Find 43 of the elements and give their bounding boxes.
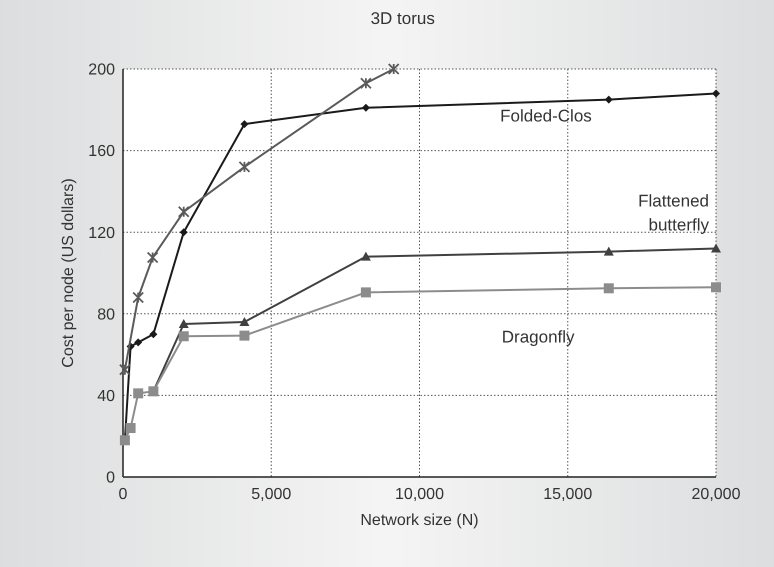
series-label: Folded-Clos	[500, 106, 592, 126]
y-tick-label: 200	[88, 62, 116, 79]
point	[362, 104, 370, 112]
point	[119, 364, 131, 376]
series-label: Flattened butterfly	[638, 192, 710, 235]
point	[604, 283, 614, 294]
point	[146, 252, 159, 264]
point	[133, 388, 144, 398]
point	[180, 228, 188, 236]
point	[711, 244, 721, 253]
x-axis-title: Network size (N)	[360, 512, 479, 529]
point	[604, 96, 613, 104]
x-tick-label: 10,000	[395, 486, 444, 503]
point	[178, 206, 190, 218]
x-tick-label: 15,000	[543, 486, 592, 503]
point	[126, 423, 136, 434]
point	[712, 89, 720, 98]
point	[388, 63, 400, 75]
x-tick-label: 20,000	[692, 486, 741, 503]
point	[132, 292, 144, 304]
point	[239, 316, 250, 326]
point	[240, 120, 248, 128]
point	[134, 338, 142, 346]
point	[149, 330, 158, 338]
y-tick-label: 120	[88, 224, 116, 242]
y-tick-label: 0	[106, 470, 116, 487]
point	[178, 331, 189, 342]
x-tick-label: 5,000	[251, 486, 292, 503]
y-axis-title: Cost per node (US dollars)	[60, 178, 77, 368]
point	[360, 77, 372, 90]
point	[238, 161, 250, 173]
point	[711, 282, 721, 292]
point	[360, 252, 371, 261]
x-tick-label: 0	[118, 486, 128, 503]
text: Dragonfly	[502, 327, 576, 346]
point	[239, 330, 250, 341]
y-tick-label: 40	[97, 388, 116, 405]
point	[178, 319, 189, 328]
text: 3D torus	[370, 9, 435, 28]
point	[604, 246, 614, 256]
y-tick-label: 160	[88, 143, 116, 160]
point	[360, 287, 371, 298]
y-tick-label: 80	[97, 306, 116, 324]
